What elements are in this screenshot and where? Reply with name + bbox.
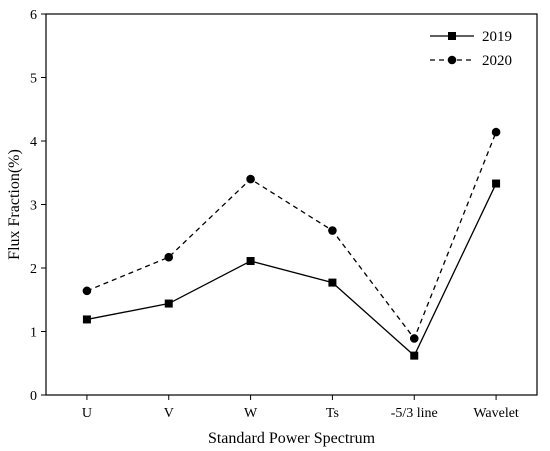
legend: 2019 2020 <box>430 29 512 69</box>
data-point-2019 <box>82 315 91 324</box>
series-2020 <box>82 127 501 343</box>
data-point-2020 <box>409 334 419 343</box>
y-tick-label: 6 <box>30 8 37 23</box>
legend-marker <box>447 55 457 65</box>
legend-label: 2020 <box>482 53 512 69</box>
data-point-2020 <box>82 286 92 296</box>
data-point-2019 <box>410 351 419 360</box>
x-tick-label: W <box>244 406 258 421</box>
x-tick-label: Wavelet <box>473 406 519 421</box>
y-tick-label: 1 <box>30 326 37 341</box>
series-layer <box>82 127 501 360</box>
data-point-2020 <box>328 226 337 235</box>
ticks: 0 1 2 3 4 5 6 U V W Ts -5/3 line Wavelet <box>30 8 519 421</box>
data-point-2020 <box>164 252 174 262</box>
y-tick-label: 3 <box>30 199 37 214</box>
x-tick-label: -5/3 line <box>391 406 438 421</box>
x-tick-label: U <box>82 406 92 421</box>
data-point-2019 <box>328 278 337 287</box>
axes <box>45 13 538 396</box>
series-2019 <box>82 179 501 360</box>
series-line-2020 <box>86 131 497 340</box>
legend-entry-2019: 2019 <box>430 29 512 45</box>
y-tick-label: 2 <box>30 262 37 277</box>
y-axis-title: Flux Fraction(%) <box>6 149 23 260</box>
data-point-2020 <box>491 127 501 137</box>
legend-entry-2020: 2020 <box>430 53 512 69</box>
x-tick-label: Ts <box>326 406 339 421</box>
legend-marker <box>448 32 456 40</box>
data-point-2020 <box>246 174 255 184</box>
y-tick-label: 0 <box>30 389 37 404</box>
x-axis-title: Standard Power Spectrum <box>208 430 376 447</box>
legend-label: 2019 <box>482 29 512 45</box>
y-tick-label: 5 <box>30 72 37 87</box>
data-point-2019 <box>246 257 255 266</box>
x-tick-label: V <box>164 406 174 421</box>
data-point-2019 <box>492 179 501 188</box>
series-line-2019 <box>86 183 497 357</box>
plot-frame <box>45 13 538 396</box>
y-tick-label: 4 <box>30 135 37 150</box>
data-point-2019 <box>164 299 173 308</box>
